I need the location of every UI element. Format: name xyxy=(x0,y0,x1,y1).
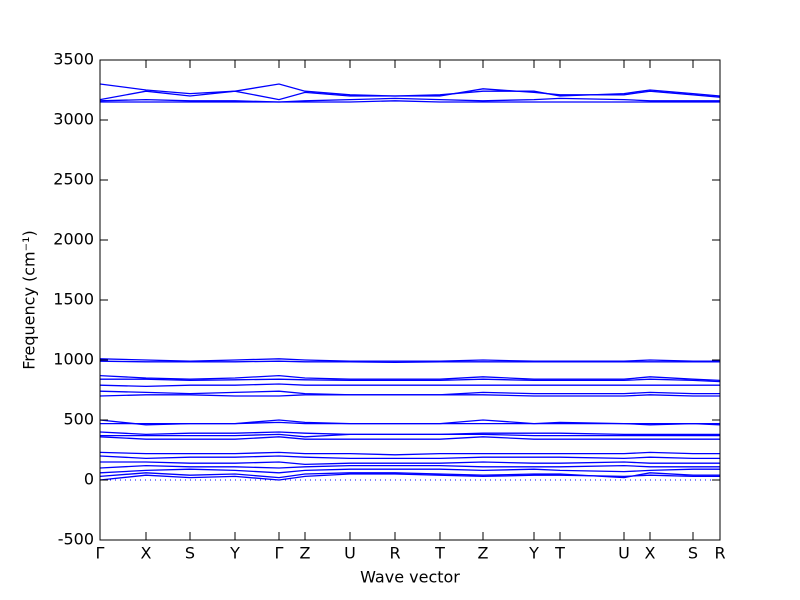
x-tick-label: U xyxy=(618,544,630,563)
y-tick-label: 500 xyxy=(63,410,94,429)
x-tick-label: Y xyxy=(229,544,240,563)
band-line xyxy=(99,436,720,440)
band-line xyxy=(99,383,720,388)
y-tick-label: 2500 xyxy=(53,170,94,189)
band-line xyxy=(100,378,721,383)
plot-frame xyxy=(99,59,721,541)
band-line xyxy=(100,100,720,103)
y-axis-label: Frequency (cm⁻¹) xyxy=(20,230,39,369)
y-tick-label: 1000 xyxy=(53,350,94,369)
x-tick-label: R xyxy=(389,544,400,563)
band-line xyxy=(99,464,720,469)
y-tick-label: 3000 xyxy=(53,110,94,129)
y-tick-label: 0 xyxy=(84,470,94,489)
band-line xyxy=(99,455,720,460)
band-line xyxy=(100,433,720,438)
x-tick-label: R xyxy=(714,544,725,563)
band-line xyxy=(99,97,720,103)
x-tick-label: X xyxy=(141,544,152,563)
x-tick-label: X xyxy=(645,544,656,563)
x-tick-label: Γ xyxy=(96,544,105,563)
x-tick-label: U xyxy=(344,544,356,563)
band-line xyxy=(99,451,720,456)
band-line xyxy=(99,473,720,481)
band-line xyxy=(99,88,721,101)
x-tick-label: S xyxy=(688,544,698,563)
x-tick-label: Z xyxy=(300,544,311,563)
y-tick-label: 3500 xyxy=(53,50,94,69)
y-tick-label: 1500 xyxy=(53,290,94,309)
y-tick-label: 2000 xyxy=(53,230,94,249)
band-line xyxy=(99,374,721,382)
x-axis-label: Wave vector xyxy=(360,568,460,587)
y-tick-label: -500 xyxy=(58,530,94,549)
band-line xyxy=(99,394,720,397)
band-line xyxy=(100,421,720,425)
band-line xyxy=(99,468,720,474)
band-line xyxy=(99,360,720,364)
x-tick-label: Γ xyxy=(275,544,284,563)
x-tick-label: Z xyxy=(478,544,489,563)
band-line xyxy=(99,358,720,362)
x-tick-label: T xyxy=(554,544,565,563)
x-tick-label: T xyxy=(434,544,445,563)
x-tick-label: S xyxy=(185,544,195,563)
x-tick-label: Y xyxy=(528,544,539,563)
band-line xyxy=(100,461,720,466)
